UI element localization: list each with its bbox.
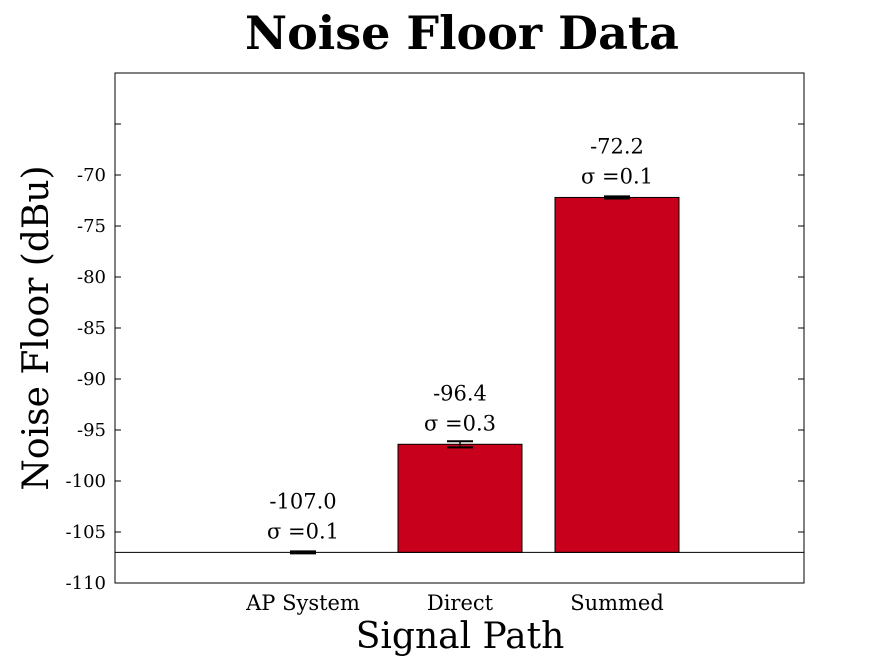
x-tick-label: Direct [427, 591, 494, 615]
plot-area: -110 -105 -100 -95 -90 -85 -80 -75 -70 -107.0 σ =0… [66, 72, 805, 615]
y-tick-label: -100 [66, 471, 106, 492]
data-label-sigma: σ =0.1 [267, 519, 339, 543]
bar [554, 196, 680, 553]
data-label-value: -107.0 [269, 489, 336, 513]
y-tick-label: -110 [66, 573, 106, 594]
bar [397, 443, 523, 553]
x-tick-label: AP System [245, 591, 360, 615]
data-label-value: -96.4 [433, 381, 487, 405]
y-tick-label: -85 [77, 318, 106, 339]
plot-frame [114, 72, 805, 584]
y-tick-label: -75 [77, 216, 106, 237]
data-label-sigma: σ =0.3 [424, 411, 496, 435]
y-tick-label: -95 [77, 420, 106, 441]
y-axis-title: Noise Floor (dBu) [16, 165, 57, 490]
data-label-sigma: σ =0.1 [581, 164, 653, 188]
data-label-value: -72.2 [590, 134, 644, 158]
y-tick-label: -105 [66, 522, 106, 543]
chart-title: Noise Floor Data [245, 6, 679, 60]
y-tick-label: -90 [77, 369, 106, 390]
x-tick-label: Summed [570, 591, 664, 615]
y-tick-label: -70 [77, 165, 106, 186]
y-tick-label: -80 [77, 267, 106, 288]
x-axis-title: Signal Path [356, 616, 565, 656]
